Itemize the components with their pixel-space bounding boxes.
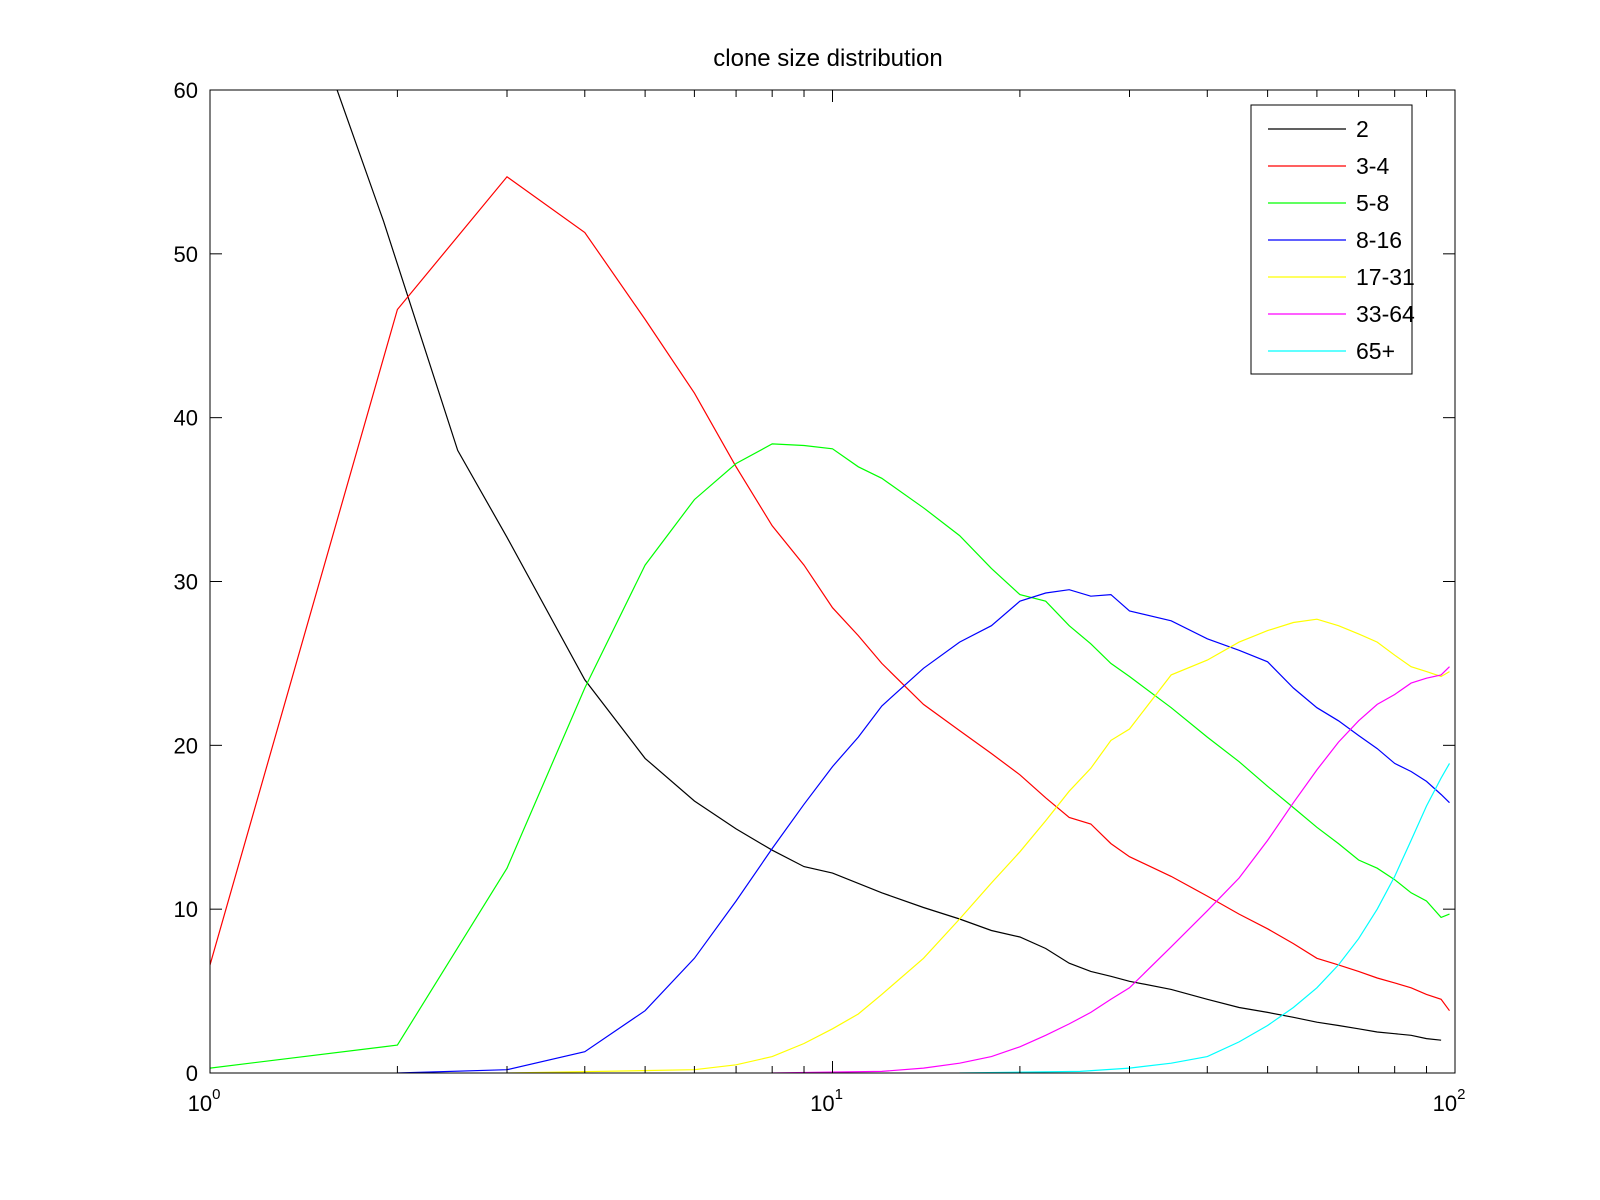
x-tick-label: 101 xyxy=(810,1086,843,1116)
series-line-7 xyxy=(959,763,1451,1073)
legend-label: 2 xyxy=(1356,116,1369,142)
legend-label: 8-16 xyxy=(1356,227,1402,253)
legend: 2 3-4 5-8 8-16 17-31 33-64 65+ xyxy=(1250,104,1415,375)
y-tick-label: 0 xyxy=(186,1061,198,1086)
series-line-2 xyxy=(210,175,1450,1012)
legend-label: 3-4 xyxy=(1356,153,1389,179)
series-line-4 xyxy=(397,589,1450,1073)
y-tick-label: 60 xyxy=(174,78,198,103)
series-line-5 xyxy=(506,618,1450,1073)
series-line-3 xyxy=(210,443,1450,1069)
legend-label: 5-8 xyxy=(1356,190,1389,216)
series-line-1 xyxy=(335,90,1442,1041)
y-tick-label: 20 xyxy=(174,733,198,758)
y-tick-label: 50 xyxy=(174,242,198,267)
y-tick-label: 40 xyxy=(174,406,198,431)
series-line-6 xyxy=(772,666,1450,1073)
chart-title: clone size distribution xyxy=(713,45,942,72)
legend-label: 33-64 xyxy=(1356,301,1415,327)
y-tick-label: 30 xyxy=(174,570,198,595)
legend-label: 65+ xyxy=(1356,338,1395,364)
series-layer xyxy=(210,90,1451,1073)
y-tick-label: 10 xyxy=(174,897,198,922)
legend-label: 17-31 xyxy=(1356,264,1415,290)
